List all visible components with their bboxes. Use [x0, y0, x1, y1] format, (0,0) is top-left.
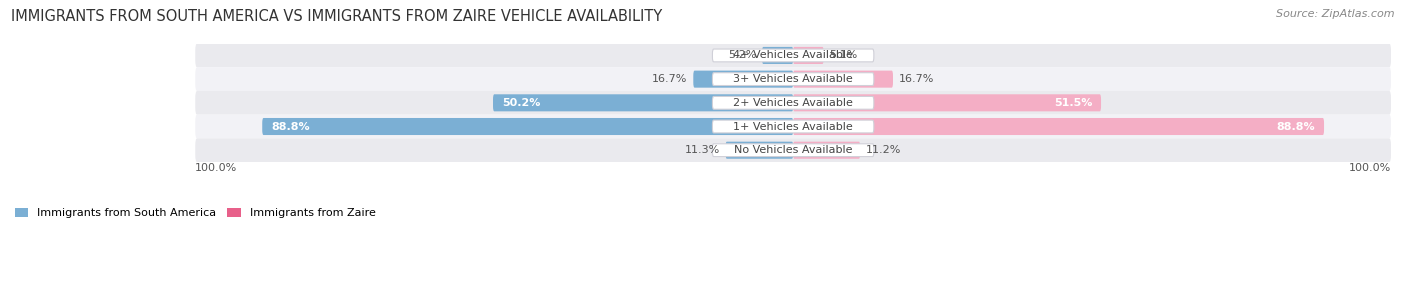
FancyBboxPatch shape	[195, 115, 1391, 138]
FancyBboxPatch shape	[713, 96, 875, 109]
Text: 1+ Vehicles Available: 1+ Vehicles Available	[734, 122, 853, 132]
Text: No Vehicles Available: No Vehicles Available	[734, 145, 852, 155]
FancyBboxPatch shape	[793, 71, 893, 88]
FancyBboxPatch shape	[713, 120, 875, 133]
FancyBboxPatch shape	[195, 67, 1391, 91]
FancyBboxPatch shape	[793, 118, 1324, 135]
Text: 88.8%: 88.8%	[1277, 122, 1315, 132]
FancyBboxPatch shape	[762, 47, 793, 64]
FancyBboxPatch shape	[263, 118, 793, 135]
Text: 11.3%: 11.3%	[685, 145, 720, 155]
Text: Source: ZipAtlas.com: Source: ZipAtlas.com	[1277, 9, 1395, 19]
FancyBboxPatch shape	[195, 43, 1391, 67]
Text: 50.2%: 50.2%	[502, 98, 540, 108]
Text: 5.2%: 5.2%	[728, 50, 756, 60]
Text: 51.5%: 51.5%	[1053, 98, 1092, 108]
FancyBboxPatch shape	[195, 138, 1391, 162]
FancyBboxPatch shape	[713, 144, 875, 157]
Text: 11.2%: 11.2%	[866, 145, 901, 155]
FancyBboxPatch shape	[693, 71, 793, 88]
Text: 16.7%: 16.7%	[898, 74, 935, 84]
Text: 16.7%: 16.7%	[652, 74, 688, 84]
FancyBboxPatch shape	[195, 91, 1391, 115]
Text: 100.0%: 100.0%	[1348, 163, 1391, 173]
Text: 2+ Vehicles Available: 2+ Vehicles Available	[733, 98, 853, 108]
Legend: Immigrants from South America, Immigrants from Zaire: Immigrants from South America, Immigrant…	[15, 208, 375, 218]
FancyBboxPatch shape	[793, 47, 824, 64]
FancyBboxPatch shape	[494, 94, 793, 111]
Text: 4+ Vehicles Available: 4+ Vehicles Available	[733, 50, 853, 60]
Text: 100.0%: 100.0%	[195, 163, 238, 173]
Text: IMMIGRANTS FROM SOUTH AMERICA VS IMMIGRANTS FROM ZAIRE VEHICLE AVAILABILITY: IMMIGRANTS FROM SOUTH AMERICA VS IMMIGRA…	[11, 9, 662, 23]
FancyBboxPatch shape	[725, 142, 793, 159]
Text: 88.8%: 88.8%	[271, 122, 309, 132]
FancyBboxPatch shape	[713, 73, 875, 86]
FancyBboxPatch shape	[713, 49, 875, 62]
FancyBboxPatch shape	[793, 142, 860, 159]
Text: 3+ Vehicles Available: 3+ Vehicles Available	[734, 74, 853, 84]
FancyBboxPatch shape	[793, 94, 1101, 111]
Text: 5.1%: 5.1%	[830, 50, 858, 60]
